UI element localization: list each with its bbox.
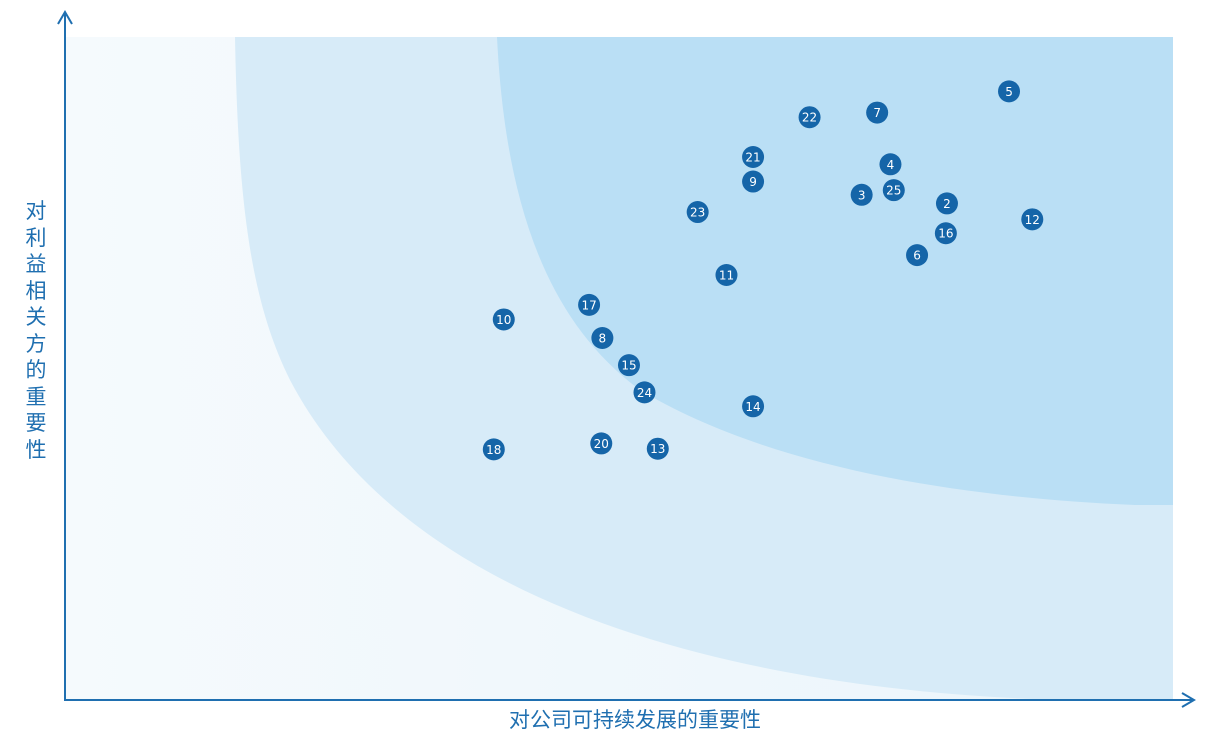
- data-point-17: 17: [578, 293, 601, 316]
- data-point-marker: [866, 101, 889, 124]
- data-point-11: 11: [715, 264, 738, 287]
- data-point-label: 8: [599, 332, 607, 346]
- data-point-label: 13: [650, 442, 665, 456]
- data-point-marker: [879, 153, 902, 176]
- data-point-label: 23: [690, 206, 705, 220]
- data-point-label: 18: [486, 443, 501, 457]
- y-axis-label-char: 的: [25, 358, 47, 382]
- data-point-marker: [578, 293, 601, 316]
- data-point-marker: [1021, 208, 1044, 231]
- data-point-15: 15: [617, 354, 640, 377]
- data-point-8: 8: [591, 327, 614, 350]
- data-point-label: 25: [886, 184, 901, 198]
- data-point-5: 5: [998, 80, 1021, 103]
- data-point-23: 23: [686, 201, 709, 224]
- data-point-marker: [715, 264, 738, 287]
- data-point-marker: [492, 308, 515, 331]
- data-point-18: 18: [482, 438, 505, 461]
- x-axis: [64, 692, 1196, 708]
- data-point-12: 12: [1021, 208, 1044, 231]
- data-point-label: 22: [802, 111, 817, 125]
- y-axis-label: 对利益相关方的重要性: [22, 198, 50, 463]
- data-point-label: 3: [858, 188, 866, 202]
- y-axis-label-char: 关: [25, 305, 47, 329]
- data-point-14: 14: [742, 395, 765, 418]
- data-point-2: 2: [935, 192, 958, 215]
- data-point-label: 10: [496, 313, 511, 327]
- data-point-label: 16: [938, 227, 953, 241]
- y-axis-label-char: 对: [25, 199, 47, 223]
- data-point-marker: [798, 106, 821, 129]
- data-point-label: 6: [913, 249, 921, 263]
- data-point-marker: [935, 192, 958, 215]
- y-axis: [57, 10, 73, 700]
- data-point-marker: [617, 354, 640, 377]
- data-point-24: 24: [633, 381, 656, 404]
- data-point-label: 2: [943, 197, 951, 211]
- data-point-10: 10: [492, 308, 515, 331]
- data-point-21: 21: [742, 146, 765, 169]
- data-point-marker: [742, 170, 765, 193]
- data-point-7: 7: [866, 101, 889, 124]
- y-axis-label-char: 相: [25, 278, 47, 303]
- data-point-25: 25: [882, 179, 905, 202]
- data-point-label: 14: [745, 400, 760, 414]
- data-point-label: 21: [745, 151, 760, 165]
- data-point-label: 15: [621, 359, 636, 373]
- data-point-marker: [590, 432, 613, 455]
- data-point-22: 22: [798, 106, 821, 129]
- data-point-6: 6: [906, 244, 929, 267]
- y-axis-label-char: 重: [25, 384, 47, 409]
- data-point-label: 24: [637, 386, 652, 400]
- data-point-label: 20: [594, 437, 609, 451]
- data-point-label: 12: [1025, 213, 1040, 227]
- data-point-label: 11: [719, 269, 734, 283]
- data-point-marker: [742, 146, 765, 169]
- data-point-13: 13: [646, 437, 669, 460]
- data-point-marker: [850, 183, 873, 206]
- x-axis-label: 对公司可持续发展的重要性: [509, 708, 761, 732]
- data-point-20: 20: [590, 432, 613, 455]
- data-point-label: 17: [581, 298, 596, 312]
- y-axis-label-char: 要: [25, 411, 47, 435]
- data-point-marker: [998, 80, 1021, 103]
- data-point-label: 7: [873, 106, 881, 120]
- data-point-marker: [882, 179, 905, 202]
- data-point-label: 9: [749, 175, 757, 189]
- data-point-marker: [934, 222, 957, 245]
- data-point-marker: [482, 438, 505, 461]
- data-point-4: 4: [879, 153, 902, 176]
- data-point-marker: [686, 201, 709, 224]
- zone-high: [497, 37, 1173, 505]
- data-point-marker: [591, 327, 614, 350]
- data-point-3: 3: [850, 183, 873, 206]
- data-point-16: 16: [934, 222, 957, 245]
- data-point-marker: [646, 437, 669, 460]
- y-axis-label-char: 益: [25, 252, 47, 276]
- data-point-label: 5: [1005, 85, 1013, 99]
- y-axis-label-char: 方: [25, 331, 47, 356]
- y-axis-label-char: 性: [25, 437, 47, 462]
- data-point-9: 9: [742, 170, 765, 193]
- data-point-marker: [742, 395, 765, 418]
- data-point-label: 4: [887, 158, 895, 172]
- y-axis-label-char: 利: [25, 225, 47, 250]
- data-point-marker: [906, 244, 929, 267]
- data-point-marker: [633, 381, 656, 404]
